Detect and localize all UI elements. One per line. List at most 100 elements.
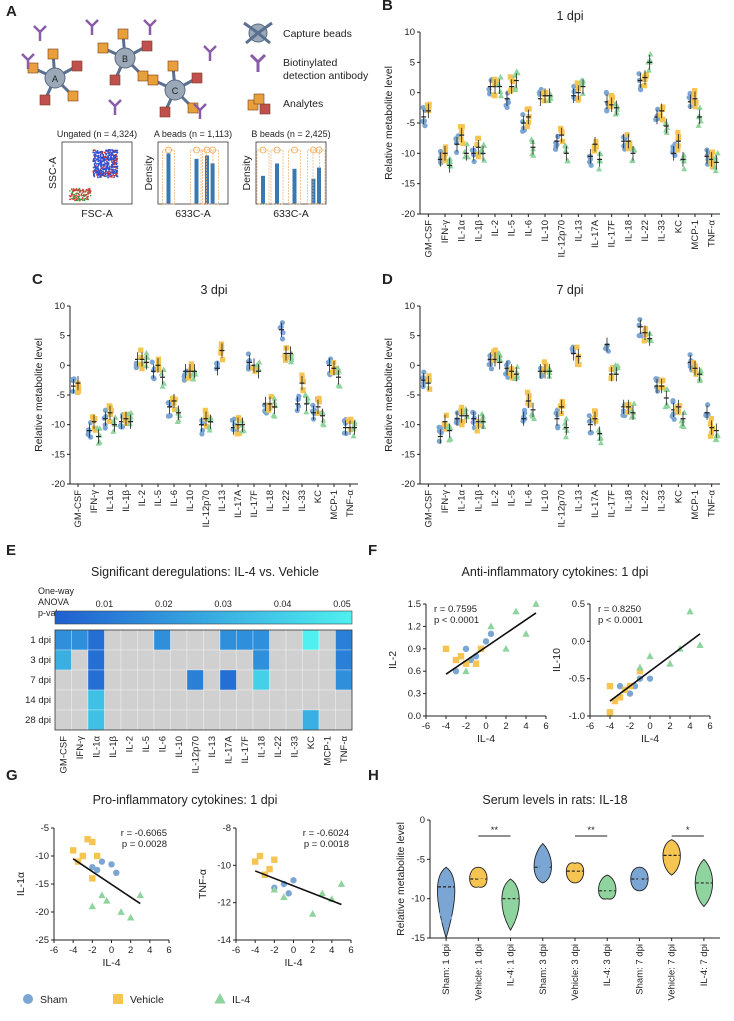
x-tick-label: IL-4: 1 dpi <box>506 944 517 986</box>
data-point-sham <box>471 415 477 421</box>
flow-event-dot <box>112 150 115 153</box>
heatmap-cell <box>153 709 171 731</box>
flow-event-dot <box>77 196 80 198</box>
x-tick-label: -4 <box>251 945 259 956</box>
data-point-sham <box>505 97 511 103</box>
data-point-vehicle <box>282 357 289 363</box>
colorbar-tick-label: 0.05 <box>333 599 351 609</box>
y-tick-label: -5 <box>41 823 49 834</box>
heatmap-cell <box>252 629 270 651</box>
y-axis-label: Relative metabolite level <box>33 338 45 452</box>
gate-marker <box>273 146 281 154</box>
legend-label-il4: IL-4 <box>232 994 250 1006</box>
y-tick-label: 0 <box>420 815 425 826</box>
data-point-vehicle <box>569 865 575 870</box>
data-point-vehicle <box>203 423 210 429</box>
heatmap-frame <box>54 629 353 731</box>
capture-bead-legend-arm <box>243 21 259 35</box>
flow-event-dot <box>106 171 109 174</box>
flow-event-dot <box>96 176 99 178</box>
flow-event-dot <box>103 164 106 167</box>
data-point-vehicle <box>708 415 714 422</box>
data-point-sham <box>616 682 624 690</box>
data-point-vehicle <box>526 393 532 399</box>
data-point-vehicle <box>569 874 575 880</box>
data-point-sham <box>687 352 693 358</box>
data-point-vehicle <box>642 325 649 332</box>
flow-event-dot <box>104 175 107 178</box>
legend-capture-beads: Capture beads <box>283 28 352 40</box>
data-point-vehicle <box>236 418 242 424</box>
data-point-vehicle <box>75 389 81 396</box>
analyte-legend-icon <box>247 99 259 111</box>
data-point-vehicle <box>559 398 565 405</box>
data-point-sham <box>520 418 526 424</box>
x-tick-label-IL-22: IL-22 <box>640 490 651 512</box>
data-point-vehicle <box>479 878 484 884</box>
x-tick-label-TNF-α: TNF-α <box>345 489 356 517</box>
y-tick-label: -10 <box>401 148 415 159</box>
flow-event-dot <box>82 199 84 202</box>
x-tick-label-IL-17F: IL-17F <box>249 490 260 518</box>
data-point-vehicle <box>266 865 273 873</box>
stat-r: r = 0.7595 <box>434 604 477 615</box>
x-tick-label: 4 <box>523 721 528 732</box>
data-point-sham <box>588 430 595 436</box>
gate-window <box>206 149 219 205</box>
flow-event-dot <box>84 194 87 196</box>
data-point-sham <box>446 881 451 887</box>
colorbar <box>54 610 353 625</box>
flow-event-dot <box>98 151 101 154</box>
data-point-vehicle <box>691 360 697 366</box>
data-point-il4 <box>254 361 261 368</box>
legend-analytes: Analytes <box>283 98 323 110</box>
flow-event-dot <box>82 190 85 192</box>
flow-event-dot <box>78 199 81 202</box>
data-point-il4 <box>579 79 586 85</box>
flow-event-dot <box>115 174 118 177</box>
heatmap-row-label: 7 dpi <box>30 675 51 686</box>
heatmap-cell <box>335 689 353 711</box>
x-tick-label: -6 <box>422 721 430 732</box>
colorbar-tick-label: 0.04 <box>274 599 292 609</box>
data-point-il4 <box>681 165 688 172</box>
data-point-vehicle <box>315 410 322 416</box>
flow-event-dot <box>95 155 98 157</box>
x-tick-label-IL-6: IL-6 <box>523 490 534 506</box>
data-point-il4 <box>596 165 603 172</box>
y-tick-label: -15 <box>51 449 65 460</box>
data-point-sham <box>439 911 444 917</box>
flow-event-dot <box>110 160 113 163</box>
data-point-il4 <box>445 159 452 166</box>
data-point-il4 <box>563 415 570 421</box>
y-tick-label: 0 <box>60 360 65 371</box>
detection-antibody-icon <box>193 103 207 119</box>
data-point-vehicle <box>509 375 515 381</box>
data-point-vehicle <box>460 419 466 425</box>
data-point-vehicle <box>332 368 338 375</box>
flow-event-dot <box>98 173 101 176</box>
capture-bead-legend-arm <box>245 31 259 45</box>
data-point-sham <box>521 407 528 413</box>
data-point-sham <box>504 104 510 110</box>
x-tick-label-IL-2: IL-2 <box>490 220 501 236</box>
data-point-sham <box>482 638 490 645</box>
flow-event-dot <box>72 188 75 190</box>
data-point-vehicle <box>710 149 716 155</box>
heatmap-cell <box>335 629 353 651</box>
heatmap-row-label: 14 dpi <box>25 695 51 706</box>
legend-detection-antibody: Biotinylated detection antibody <box>283 57 369 82</box>
gate-window <box>190 149 203 205</box>
data-point-vehicle <box>202 407 208 413</box>
data-point-il4 <box>136 891 144 899</box>
heatmap-cell <box>137 709 155 731</box>
heatmap-cell <box>54 709 72 731</box>
capture-bead-icon <box>164 79 186 101</box>
x-tick-label: Vehicle: 7 dpi <box>667 944 678 1001</box>
data-point-sham <box>436 438 442 444</box>
stat-p: p = 0.0028 <box>122 839 167 850</box>
flow-plot-ylabel: SSC-A <box>47 157 59 189</box>
flow-event-dot <box>102 168 104 171</box>
flow-event-dot <box>108 170 111 173</box>
stat-p: p = 0.0018 <box>304 839 349 850</box>
